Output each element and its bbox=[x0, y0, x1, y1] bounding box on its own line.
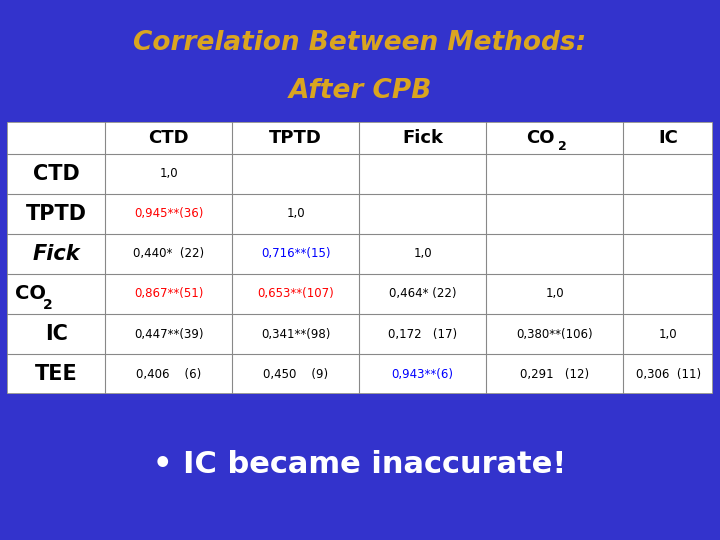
Text: IC: IC bbox=[658, 129, 678, 146]
Text: • IC became inaccurate!: • IC became inaccurate! bbox=[153, 450, 567, 478]
Text: Correlation Between Methods:: Correlation Between Methods: bbox=[133, 30, 587, 56]
Text: 2: 2 bbox=[42, 298, 53, 312]
Text: Fick: Fick bbox=[32, 244, 80, 264]
Text: 2: 2 bbox=[558, 140, 567, 153]
Text: 1,0: 1,0 bbox=[159, 167, 178, 180]
Text: TEE: TEE bbox=[35, 364, 78, 384]
Text: 0,943**(6): 0,943**(6) bbox=[392, 368, 454, 381]
Text: 0,341**(98): 0,341**(98) bbox=[261, 328, 330, 341]
Text: 0,464* (22): 0,464* (22) bbox=[389, 287, 456, 300]
Text: 1,0: 1,0 bbox=[546, 287, 564, 300]
Text: 1,0: 1,0 bbox=[659, 328, 678, 341]
Text: Fick: Fick bbox=[402, 129, 444, 146]
Text: CTD: CTD bbox=[148, 129, 189, 146]
Text: 0,172   (17): 0,172 (17) bbox=[388, 328, 457, 341]
Text: CO: CO bbox=[15, 285, 46, 303]
Text: 0,867**(51): 0,867**(51) bbox=[134, 287, 203, 300]
Text: After CPB: After CPB bbox=[288, 78, 432, 104]
Text: 1,0: 1,0 bbox=[413, 247, 432, 260]
Text: 0,306  (11): 0,306 (11) bbox=[636, 368, 701, 381]
Text: 0,440*  (22): 0,440* (22) bbox=[133, 247, 204, 260]
Text: CO: CO bbox=[526, 129, 555, 146]
Text: IC: IC bbox=[45, 324, 68, 344]
Text: 0,653**(107): 0,653**(107) bbox=[257, 287, 334, 300]
Text: 0,406    (6): 0,406 (6) bbox=[136, 368, 202, 381]
Text: 0,450    (9): 0,450 (9) bbox=[263, 368, 328, 381]
Text: TPTD: TPTD bbox=[26, 204, 86, 224]
Text: TPTD: TPTD bbox=[269, 129, 322, 146]
Text: 0,716**(15): 0,716**(15) bbox=[261, 247, 330, 260]
Text: 1,0: 1,0 bbox=[287, 207, 305, 220]
Text: CTD: CTD bbox=[33, 164, 80, 184]
Text: 0,447**(39): 0,447**(39) bbox=[134, 328, 204, 341]
Text: 0,380**(106): 0,380**(106) bbox=[516, 328, 593, 341]
Text: 0,291   (12): 0,291 (12) bbox=[521, 368, 590, 381]
Text: 0,945**(36): 0,945**(36) bbox=[134, 207, 203, 220]
